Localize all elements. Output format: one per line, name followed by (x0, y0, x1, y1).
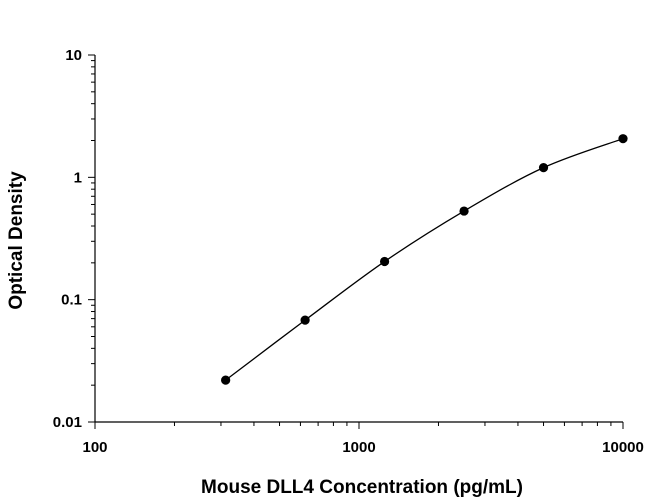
y-tick-label: 0.01 (53, 414, 82, 431)
data-point (379, 256, 390, 267)
data-point (300, 315, 310, 325)
data-point (538, 163, 549, 173)
x-tick-label: 1000 (342, 439, 375, 456)
y-ticks (88, 54, 95, 423)
y-axis-title: Optical Density (6, 171, 27, 310)
y-tick-label: 1 (74, 169, 82, 186)
data-points (221, 134, 628, 385)
y-tick-label: 0.1 (61, 292, 82, 309)
axes (94, 55, 623, 423)
x-tick-label: 10000 (602, 439, 644, 456)
y-tick-labels: 0.01 0.1 1 10 (53, 47, 82, 431)
data-point (618, 134, 628, 144)
data-point (459, 206, 469, 216)
x-ticks (94, 422, 624, 429)
fit-curve (225, 138, 624, 381)
y-tick-label: 10 (65, 47, 82, 64)
x-axis-title: Mouse DLL4 Concentration (pg/mL) (201, 477, 523, 498)
x-tick-labels: 100 1000 10000 (82, 439, 643, 456)
data-point (221, 375, 231, 385)
x-tick-label: 100 (82, 439, 107, 456)
